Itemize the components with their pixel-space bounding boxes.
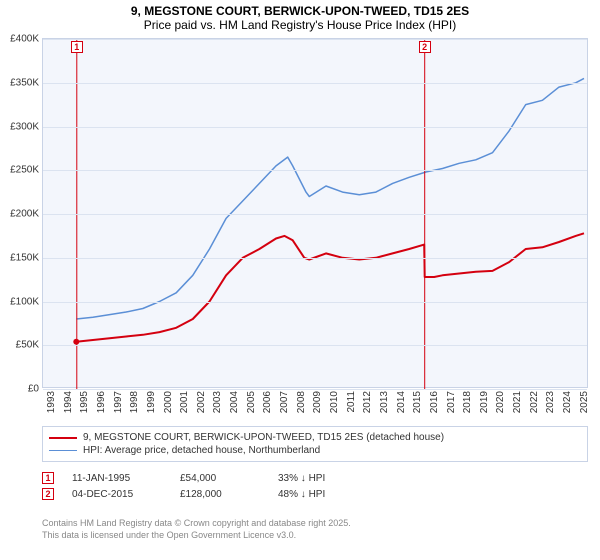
sales-row: 1 11-JAN-1995 £54,000 33% ↓ HPI [42,470,588,486]
x-tick-label: 2005 [246,391,257,413]
x-tick-label: 2018 [462,391,473,413]
gridline [43,389,587,390]
gridline [43,258,587,259]
series-property [76,233,584,341]
y-tick-label: £250K [10,165,39,176]
legend-row: HPI: Average price, detached house, Nort… [49,444,581,457]
gridline [43,170,587,171]
x-tick-label: 2004 [229,391,240,413]
legend-row: 9, MEGSTONE COURT, BERWICK-UPON-TWEED, T… [49,431,581,444]
x-tick-label: 2016 [429,391,440,413]
y-tick-label: £0 [28,384,39,395]
x-tick-label: 2010 [329,391,340,413]
x-tick-label: 1993 [46,391,57,413]
x-tick-label: 2011 [346,391,357,413]
x-tick-label: 2002 [196,391,207,413]
legend-swatch [49,437,77,439]
sales-pct: 48% ↓ HPI [278,489,368,500]
chart-plot-area: £0£50K£100K£150K£200K£250K£300K£350K£400… [42,38,588,388]
x-tick-label: 1994 [63,391,74,413]
legend-swatch [49,450,77,451]
x-tick-label: 2023 [545,391,556,413]
x-tick-label: 2017 [446,391,457,413]
sales-table: 1 11-JAN-1995 £54,000 33% ↓ HPI 2 04-DEC-2015… [42,470,588,502]
sales-price: £128,000 [180,489,260,500]
x-tick-label: 2013 [379,391,390,413]
x-tick-label: 2007 [279,391,290,413]
title-address: 9, MEGSTONE COURT, BERWICK-UPON-TWEED, T… [0,4,600,18]
sales-date: 11-JAN-1995 [72,473,162,484]
y-tick-label: £50K [16,340,39,351]
x-tick-label: 2024 [562,391,573,413]
sale-marker-box: 1 [71,41,83,53]
chart-title: 9, MEGSTONE COURT, BERWICK-UPON-TWEED, T… [0,0,600,34]
footer-attribution: Contains HM Land Registry data © Crown c… [42,518,588,541]
x-tick-label: 1998 [129,391,140,413]
x-tick-label: 2009 [312,391,323,413]
gridline [43,302,587,303]
x-tick-label: 2003 [212,391,223,413]
sales-pct: 33% ↓ HPI [278,473,368,484]
legend-label: 9, MEGSTONE COURT, BERWICK-UPON-TWEED, T… [83,432,444,443]
gridline [43,345,587,346]
x-tick-label: 1996 [96,391,107,413]
x-tick-label: 2025 [579,391,590,413]
y-tick-label: £200K [10,209,39,220]
x-tick-label: 2012 [362,391,373,413]
x-tick-label: 2019 [479,391,490,413]
legend-label: HPI: Average price, detached house, Nort… [83,445,320,456]
footer-line1: Contains HM Land Registry data © Crown c… [42,518,588,530]
sales-marker: 1 [42,472,54,484]
y-tick-label: £100K [10,296,39,307]
series-hpi [76,78,584,319]
x-tick-label: 2021 [512,391,523,413]
footer-line2: This data is licensed under the Open Gov… [42,530,588,542]
x-tick-label: 2000 [163,391,174,413]
sales-marker: 2 [42,488,54,500]
x-tick-label: 1995 [79,391,90,413]
gridline [43,39,587,40]
x-tick-label: 2020 [495,391,506,413]
sale-marker-box: 2 [419,41,431,53]
x-tick-label: 1999 [146,391,157,413]
title-subtitle: Price paid vs. HM Land Registry's House … [0,18,600,32]
sales-row: 2 04-DEC-2015 £128,000 48% ↓ HPI [42,486,588,502]
x-tick-label: 2001 [179,391,190,413]
x-tick-label: 2008 [296,391,307,413]
y-tick-label: £400K [10,34,39,45]
legend: 9, MEGSTONE COURT, BERWICK-UPON-TWEED, T… [42,426,588,462]
gridline [43,83,587,84]
x-tick-label: 1997 [113,391,124,413]
gridline [43,127,587,128]
y-tick-label: £150K [10,252,39,263]
x-tick-label: 2015 [412,391,423,413]
sales-price: £54,000 [180,473,260,484]
y-tick-label: £300K [10,121,39,132]
gridline [43,214,587,215]
x-tick-label: 2022 [529,391,540,413]
x-tick-label: 2014 [396,391,407,413]
y-tick-label: £350K [10,77,39,88]
sales-date: 04-DEC-2015 [72,489,162,500]
x-tick-label: 2006 [262,391,273,413]
